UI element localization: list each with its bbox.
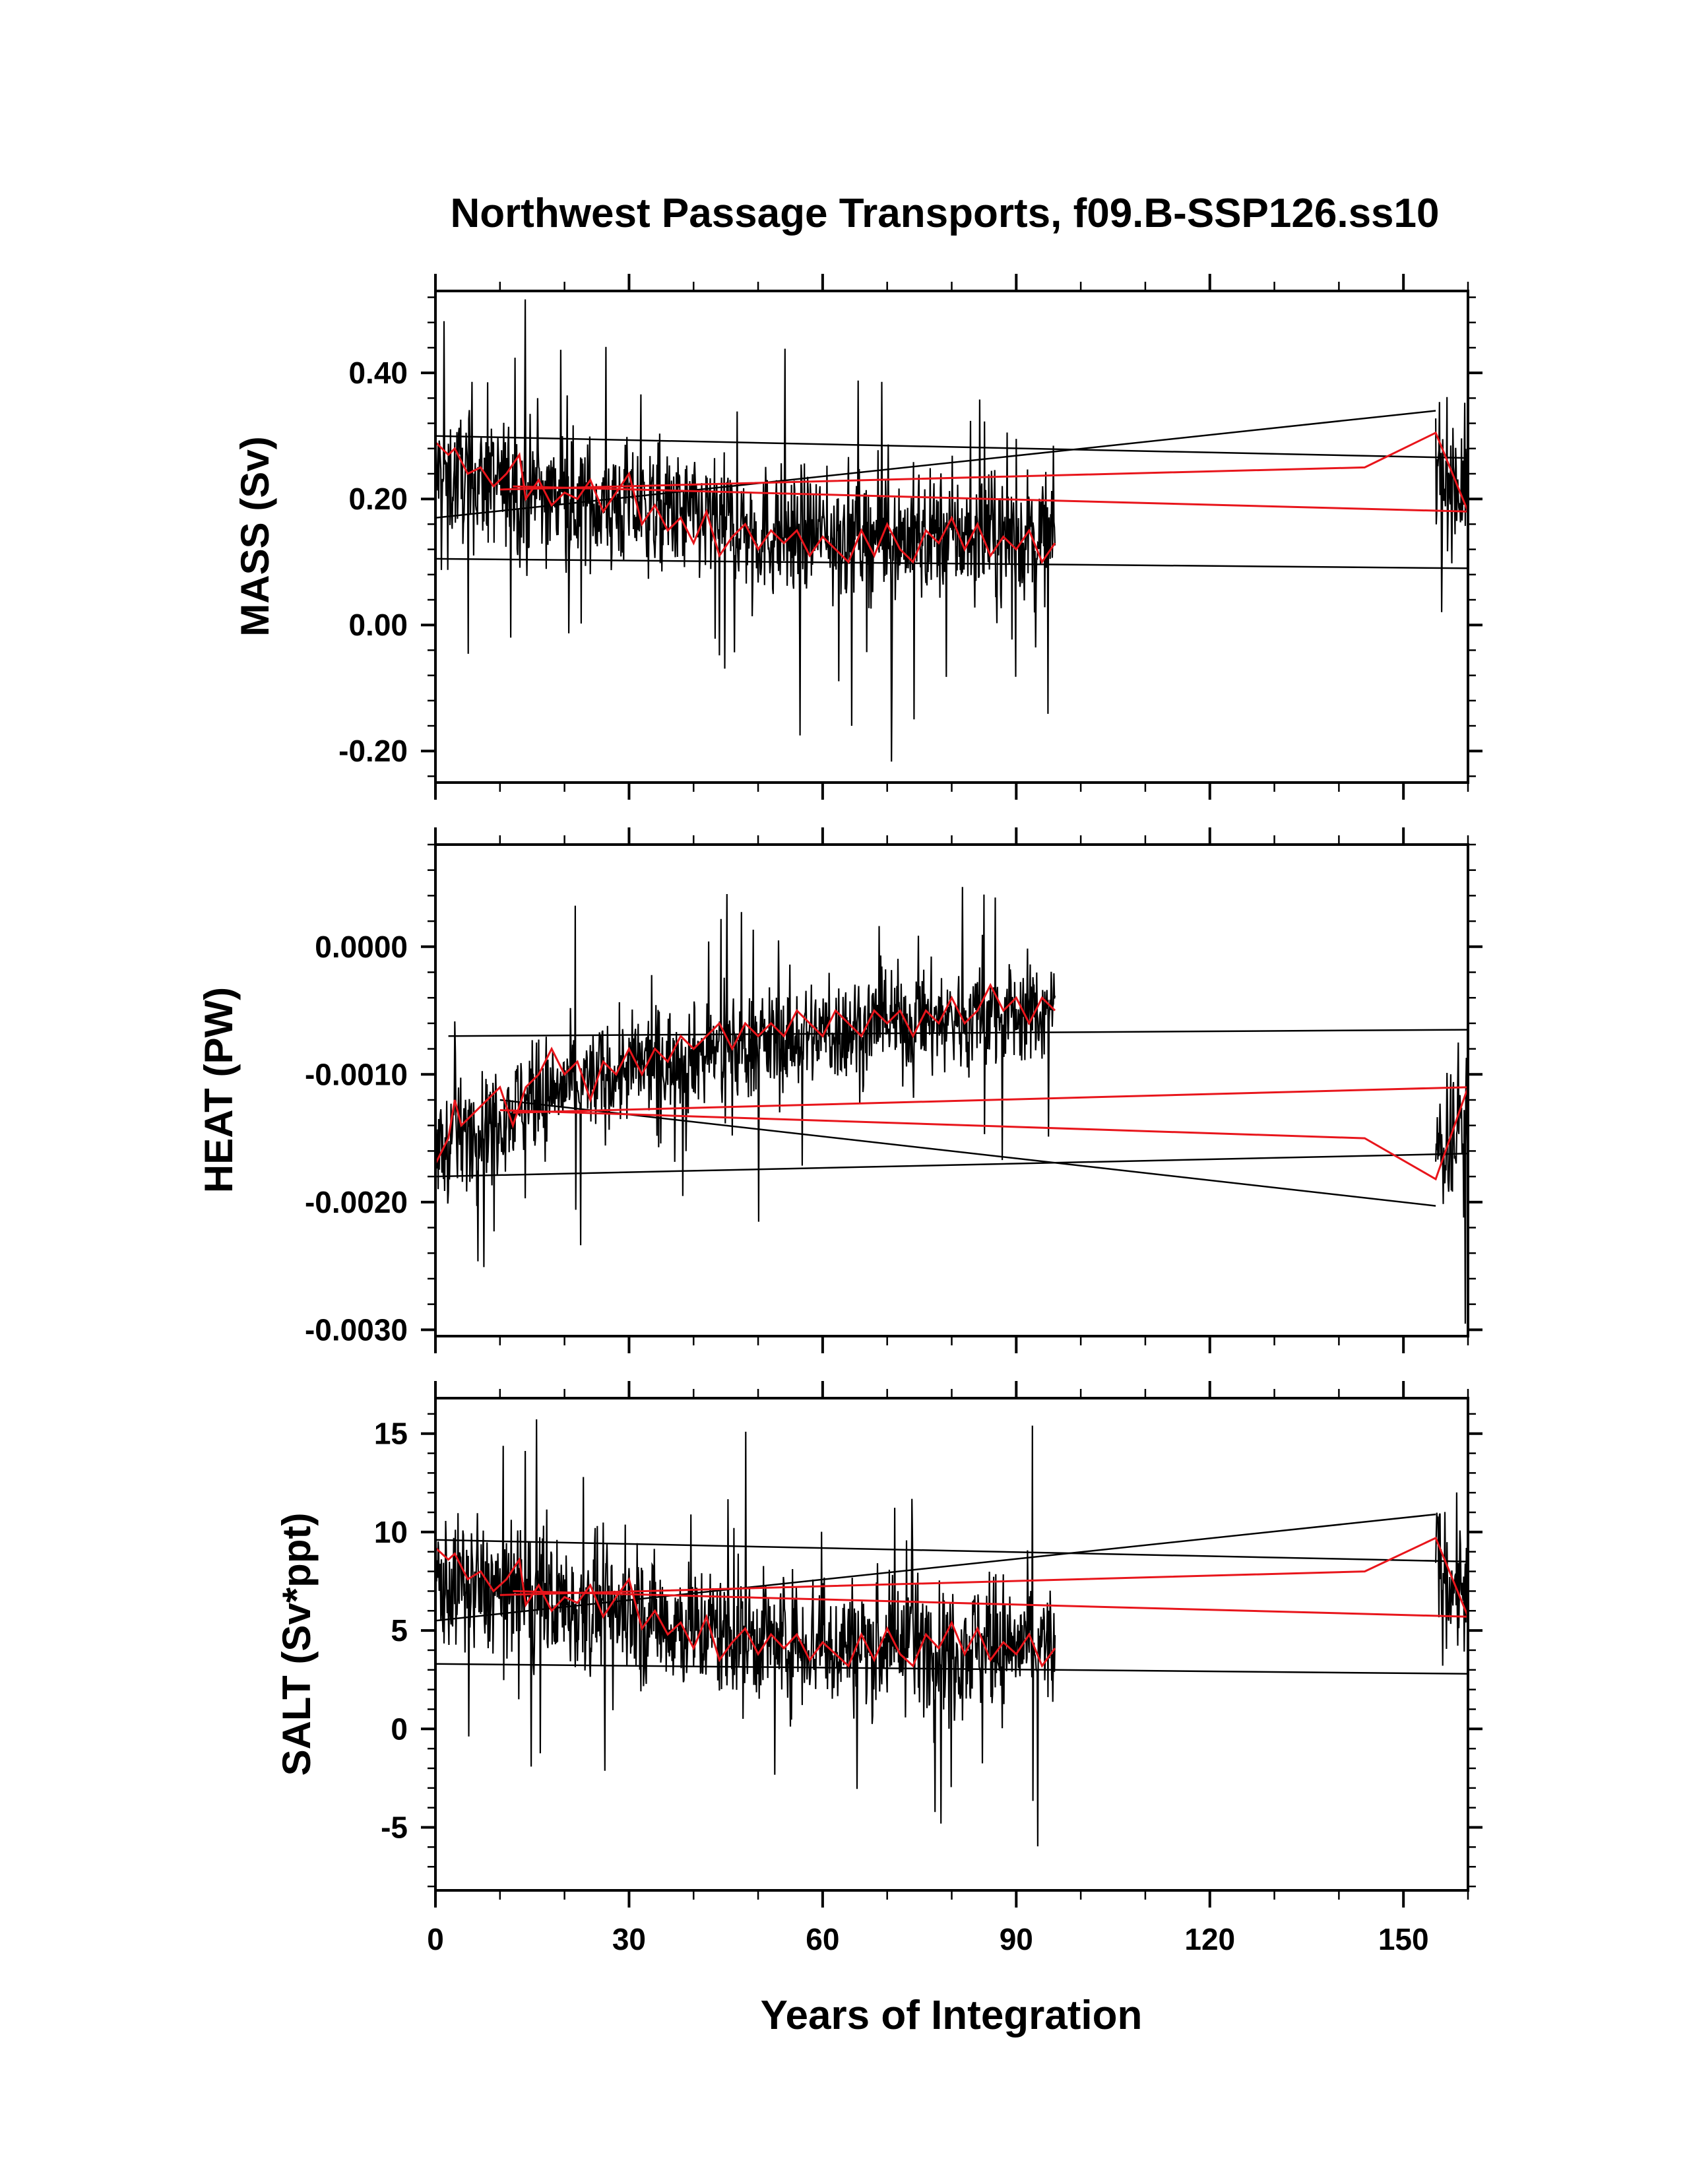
mass-panel: MASS (Sv) -0.20 0.00 0.20 0.40	[233, 274, 1482, 800]
ytick-label: 0.0000	[315, 930, 408, 964]
annual-wrap-line	[513, 1590, 1468, 1618]
monthly-series-line	[1435, 397, 1468, 612]
monthly-wrap-line	[435, 1539, 1468, 1562]
heat-frame	[434, 843, 1469, 1337]
mass-frame	[434, 290, 1469, 784]
mass-plot-area	[435, 299, 1468, 762]
ytick-label: 0.00	[348, 608, 408, 642]
figure-title: Northwest Passage Transports, f09.B-SSP1…	[451, 191, 1440, 236]
monthly-series-line	[435, 1419, 1056, 1847]
salt-plot-area	[435, 1419, 1468, 1847]
mass-ylabel: MASS (Sv)	[233, 436, 277, 636]
monthly-wrap-line	[499, 1099, 1436, 1207]
ytick-label: 0	[391, 1712, 408, 1746]
monthly-series-line	[435, 887, 1056, 1268]
ytick-label: 15	[374, 1417, 408, 1451]
monthly-wrap-line	[435, 435, 1468, 459]
salt-frame	[434, 1397, 1469, 1892]
annual-wrap-line	[499, 1536, 1468, 1617]
ytick-label: 0.20	[348, 482, 408, 516]
annual-series-line	[435, 1547, 1056, 1668]
ytick-label: 0.40	[348, 356, 408, 390]
monthly-series-line	[1435, 1042, 1468, 1324]
monthly-wrap-line	[435, 1513, 1436, 1622]
heat-ylabel: HEAT (PW)	[197, 987, 241, 1193]
xtick-label: 150	[1378, 1922, 1429, 1956]
annual-wrap-line	[513, 1086, 1468, 1114]
xtick-label: 30	[612, 1922, 646, 1956]
xtick-label: 120	[1184, 1922, 1235, 1956]
monthly-wrap-line	[435, 410, 1436, 519]
xtick-label: 90	[1000, 1922, 1033, 1956]
monthly-wrap-line	[435, 1663, 1468, 1675]
mass-axis-ticks: -0.20 0.00 0.20 0.40	[338, 274, 1482, 800]
ytick-label: 5	[391, 1613, 408, 1648]
annual-wrap-line	[513, 485, 1468, 513]
annual-wrap-line	[499, 431, 1468, 512]
monthly-wrap-line	[435, 1153, 1468, 1178]
heat-axis-ticks: -0.0030 -0.0020 -0.0010 0.0000	[305, 827, 1482, 1353]
salt-ylabel: SALT (Sv*ppt)	[274, 1513, 319, 1776]
monthly-series-line	[435, 299, 1056, 762]
ytick-label: 10	[374, 1515, 408, 1549]
x-axis-label: Years of Integration	[761, 1993, 1143, 2038]
ytick-label: -0.0030	[305, 1312, 408, 1347]
monthly-wrap-line	[435, 558, 1468, 569]
heat-panel: HEAT (PW) -0.0030 -0.0020 -0.0010 0.0000	[197, 827, 1482, 1353]
annual-series-line	[435, 441, 1056, 564]
xtick-label: 60	[806, 1922, 839, 1956]
heat-plot-area	[435, 887, 1468, 1324]
annual-wrap-line	[499, 1087, 1468, 1181]
ytick-label: -0.0010	[305, 1057, 408, 1091]
ytick-label: -0.0020	[305, 1185, 408, 1219]
ytick-label: -5	[381, 1811, 408, 1845]
xtick-label: 0	[427, 1922, 444, 1956]
annual-series-line	[435, 982, 1056, 1165]
monthly-wrap-line	[448, 1029, 1468, 1037]
ytick-label: -0.20	[338, 734, 408, 768]
